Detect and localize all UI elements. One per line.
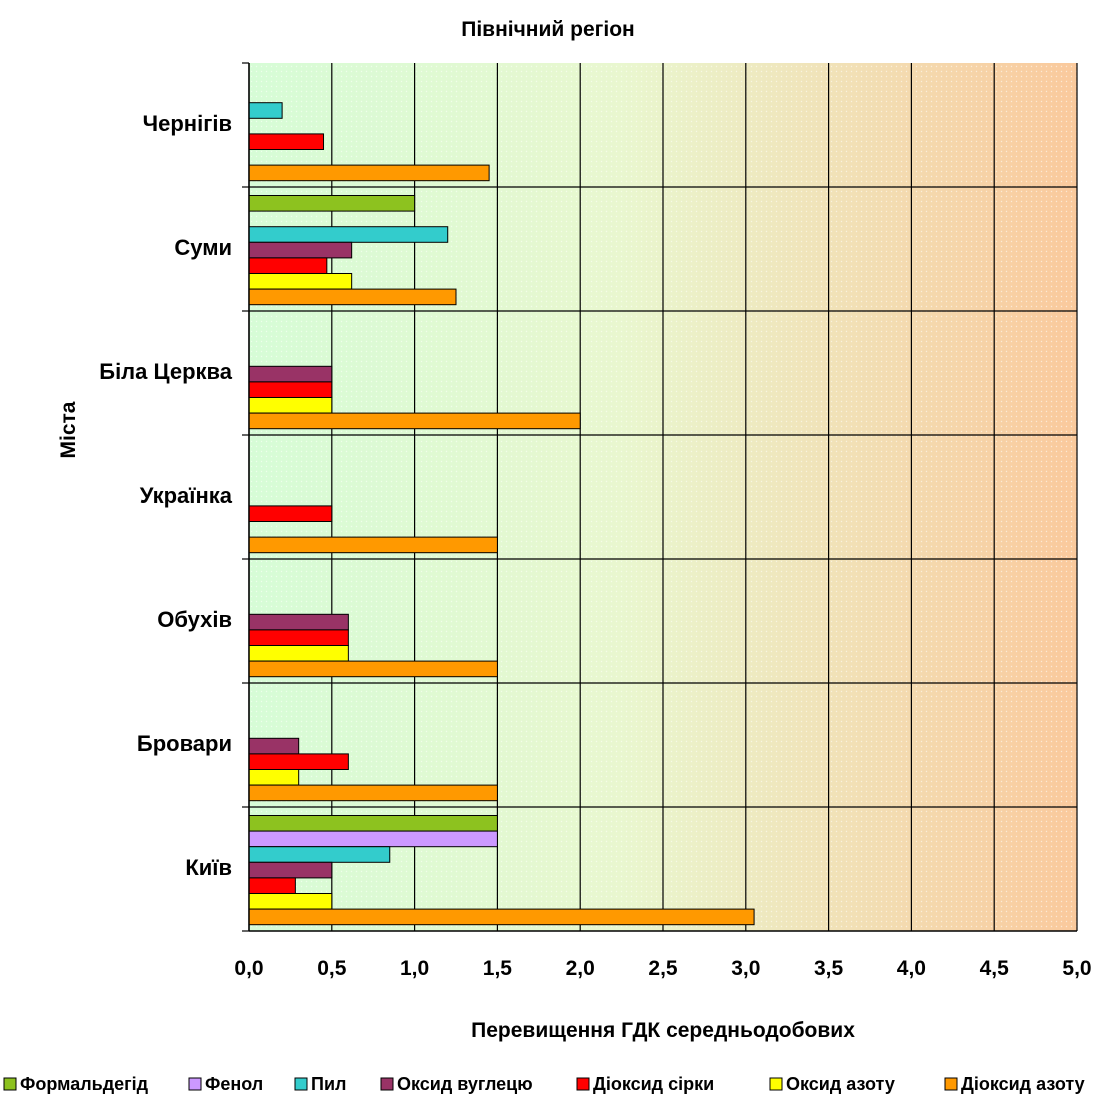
bar bbox=[248, 505, 333, 522]
legend-swatch bbox=[576, 1077, 590, 1091]
legend-label: Формальдегід bbox=[20, 1074, 149, 1094]
x-tick-label: 3,5 bbox=[814, 957, 844, 980]
bar bbox=[248, 629, 349, 647]
x-tick-label: 2,5 bbox=[648, 957, 678, 980]
bar bbox=[248, 226, 449, 243]
bar bbox=[248, 102, 283, 119]
legend-swatch bbox=[380, 1077, 394, 1091]
legend-swatch bbox=[188, 1077, 202, 1091]
axes bbox=[242, 62, 1077, 932]
bar bbox=[248, 830, 498, 848]
x-tick-label: 1,5 bbox=[483, 957, 513, 980]
category-label: Біла Церква bbox=[99, 359, 233, 384]
x-tick-label: 4,0 bbox=[897, 957, 926, 980]
bar bbox=[248, 815, 498, 832]
bar bbox=[248, 536, 498, 554]
bar bbox=[248, 660, 498, 678]
bar bbox=[248, 737, 300, 755]
legend-label: Фенол bbox=[205, 1074, 263, 1094]
chart-title: Північний регіон bbox=[461, 18, 635, 41]
bars bbox=[248, 102, 755, 926]
legend-label: Оксид азоту bbox=[786, 1074, 895, 1094]
bar bbox=[248, 133, 325, 150]
legend-label: Діоксид сірки bbox=[593, 1074, 714, 1094]
bar bbox=[248, 164, 490, 182]
grid bbox=[248, 63, 1078, 931]
y-axis-title: Міста bbox=[57, 401, 80, 458]
x-axis-title: Перевищення ГДК середньодобових bbox=[471, 1019, 855, 1042]
x-tick-label: 1,0 bbox=[400, 957, 429, 980]
bar bbox=[248, 257, 328, 274]
category-labels: Чернігів Суми Біла Церква Українка Обухів Бро… bbox=[99, 111, 233, 880]
x-tick-label: 3,0 bbox=[731, 957, 760, 980]
bar bbox=[248, 273, 353, 290]
bar bbox=[248, 784, 498, 802]
category-label: Чернігів bbox=[143, 111, 232, 136]
legend-label: Пил bbox=[311, 1074, 346, 1094]
bar bbox=[248, 195, 416, 212]
category-label: Українка bbox=[140, 483, 233, 508]
legend-swatch bbox=[3, 1077, 17, 1091]
legend-label: Діоксид азоту bbox=[961, 1074, 1085, 1094]
legend-swatch bbox=[294, 1077, 308, 1091]
category-label: Суми bbox=[174, 235, 232, 260]
bar bbox=[248, 877, 296, 895]
legend-swatch bbox=[944, 1077, 958, 1091]
bar bbox=[248, 365, 333, 383]
x-tick-label: 0,5 bbox=[317, 957, 347, 980]
category-label: Київ bbox=[185, 855, 232, 880]
bar bbox=[248, 769, 300, 786]
bar bbox=[248, 412, 581, 430]
legend-swatch bbox=[769, 1077, 783, 1091]
bar bbox=[248, 288, 457, 306]
legend-label: Оксид вуглецю bbox=[397, 1074, 533, 1094]
bar bbox=[248, 753, 349, 771]
bar bbox=[248, 645, 349, 662]
bar bbox=[248, 613, 349, 631]
bar bbox=[248, 381, 333, 398]
bar bbox=[248, 861, 333, 879]
bar bbox=[248, 908, 755, 926]
x-tick-label: 4,5 bbox=[980, 957, 1010, 980]
bar bbox=[248, 893, 333, 910]
category-label: Обухів bbox=[157, 607, 232, 632]
bar bbox=[248, 846, 391, 863]
x-tick-label: 5,0 bbox=[1062, 957, 1091, 980]
category-label: Бровари bbox=[137, 731, 232, 756]
tick-labels: 0,0 0,5 1,0 1,5 2,0 2,5 3,0 3,5 4,0 4,5 5,0 bbox=[234, 957, 1091, 980]
bar bbox=[248, 241, 353, 259]
x-tick-label: 2,0 bbox=[566, 957, 595, 980]
x-tick-label: 0,0 bbox=[234, 957, 263, 980]
legend: Формальдегід Фенол Пил Оксид вуглецю Діоксид… bbox=[3, 1074, 1085, 1094]
bar bbox=[248, 397, 333, 414]
